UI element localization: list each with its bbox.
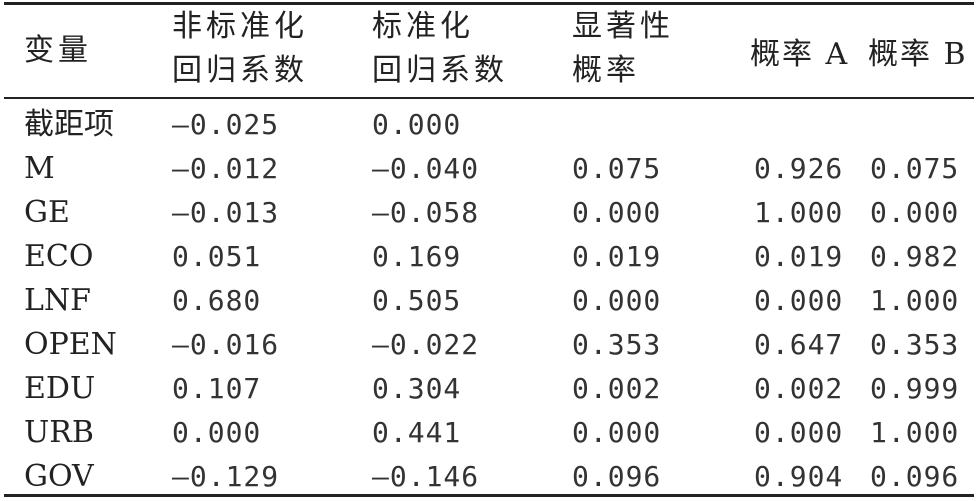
row-value-cell: 0.002 [754,372,844,405]
header-prob-b: 概率 B [868,38,968,72]
row-value-cell: —0.058 [372,196,480,229]
row-value-cell: 0.000 [754,284,844,317]
table-row: 截距项 —0.025 0.000 [0,104,978,148]
row-value-cell: 0.107 [172,372,262,405]
row-value-cell: —0.129 [172,460,280,493]
table-row: ECO 0.051 0.169 0.019 0.019 0.982 [0,236,978,280]
row-value-cell: —0.146 [372,460,480,493]
header-std-coef-line1: 标准化 [372,9,474,44]
row-value-cell: 0.002 [572,372,662,405]
row-value-cell: 1.000 [870,416,960,449]
row-variable-cell: OPEN [24,327,117,362]
row-value-cell: —0.016 [172,328,280,361]
row-value-cell: 0.096 [870,460,960,493]
table-row: GE —0.013 —0.058 0.000 1.000 0.000 [0,192,978,236]
row-value-cell: —0.012 [172,152,280,185]
header-significance: 显著性 概率 [572,10,674,88]
header-rule [4,97,974,99]
row-value-cell: 0.353 [870,328,960,361]
row-value-cell: 0.647 [754,328,844,361]
row-value-cell: 0.304 [372,372,462,405]
header-unstd-coef-line1: 非标准化 [172,9,308,44]
header-unstd-coef-line2: 回归系数 [172,53,308,88]
row-variable-cell: URB [24,415,94,450]
header-significance-line1: 显著性 [572,9,674,44]
row-value-cell: —0.040 [372,152,480,185]
row-value-cell: 1.000 [870,284,960,317]
row-value-cell: 0.000 [572,284,662,317]
row-value-cell: 0.169 [372,240,462,273]
row-value-cell: 0.999 [870,372,960,405]
row-value-cell: 0.926 [754,152,844,185]
row-value-cell: 0.096 [572,460,662,493]
row-value-cell: 0.000 [870,196,960,229]
top-rule [4,2,974,5]
row-value-cell: 0.353 [572,328,662,361]
header-row: 变量 非标准化 回归系数 标准化 回归系数 显著性 概率 概率 A 概率 B [0,6,978,96]
row-variable-cell: M [24,151,55,186]
table-row: GOV —0.129 —0.146 0.096 0.904 0.096 [0,456,978,500]
row-value-cell: 0.441 [372,416,462,449]
row-value-cell: —0.025 [172,108,280,141]
row-value-cell: 0.075 [572,152,662,185]
row-variable-cell: ECO [24,239,94,274]
row-value-cell: 0.019 [754,240,844,273]
header-variable-text: 变量 [24,33,92,68]
header-std-coef-line2: 回归系数 [372,53,508,88]
row-variable-cell: GOV [24,459,94,494]
header-variable: 变量 [24,34,92,68]
header-prob-a-text: 概率 A [750,37,850,72]
row-value-cell: 0.000 [572,196,662,229]
row-value-cell: 0.051 [172,240,262,273]
table-row: M —0.012 —0.040 0.075 0.926 0.075 [0,148,978,192]
row-variable-cell: EDU [24,371,96,406]
row-variable-cell: 截距项 [24,107,114,142]
header-std-coef: 标准化 回归系数 [372,10,508,88]
table-row: URB 0.000 0.441 0.000 0.000 1.000 [0,412,978,456]
row-value-cell: 0.000 [172,416,262,449]
header-prob-b-text: 概率 B [868,37,968,72]
header-significance-line2: 概率 [572,53,640,88]
row-value-cell: 0.505 [372,284,462,317]
bottom-rule [4,494,974,497]
table-row: EDU 0.107 0.304 0.002 0.002 0.999 [0,368,978,412]
row-value-cell: 0.680 [172,284,262,317]
row-value-cell: 0.904 [754,460,844,493]
row-value-cell: —0.022 [372,328,480,361]
row-value-cell: 0.000 [572,416,662,449]
header-prob-a: 概率 A [750,38,849,72]
table-row: OPEN —0.016 —0.022 0.353 0.647 0.353 [0,324,978,368]
row-value-cell: 0.019 [572,240,662,273]
row-value-cell: 0.000 [754,416,844,449]
row-value-cell: —0.013 [172,196,280,229]
row-value-cell: 0.000 [372,108,462,141]
row-value-cell: 0.075 [870,152,960,185]
row-variable-cell: LNF [24,283,91,318]
row-value-cell: 1.000 [754,196,844,229]
header-unstd-coef: 非标准化 回归系数 [172,10,308,88]
table-row: LNF 0.680 0.505 0.000 0.000 1.000 [0,280,978,324]
row-value-cell: 0.982 [870,240,960,273]
row-variable-cell: GE [24,195,70,230]
